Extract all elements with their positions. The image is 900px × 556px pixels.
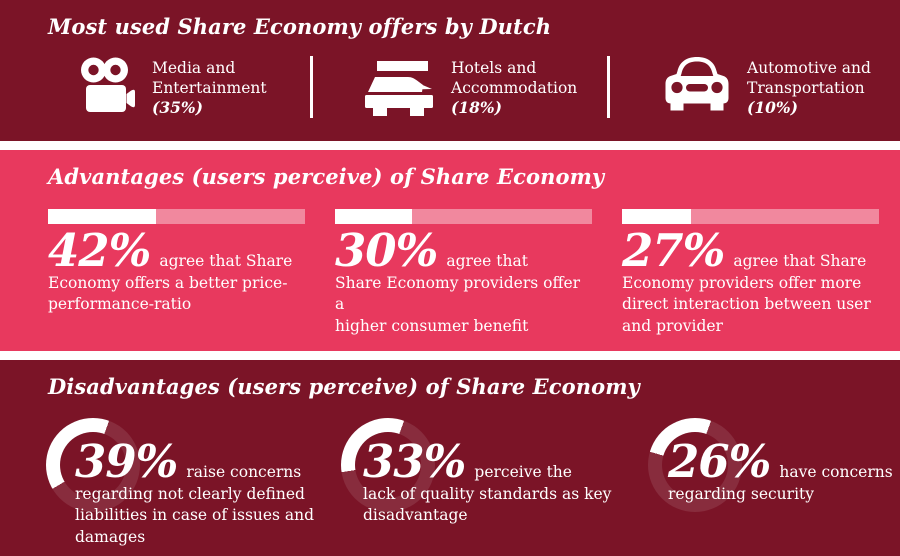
offer-percentage: (18%) bbox=[451, 98, 502, 117]
video-camera-icon bbox=[80, 57, 135, 113]
section-most-used-offers: Most used Share Economy offers by Dutch … bbox=[0, 0, 900, 141]
section-advantages: Advantages (users perceive) of Share Eco… bbox=[0, 150, 900, 351]
progress-bar bbox=[335, 209, 592, 224]
disadvantages-title: Disadvantages (users perceive) of Share … bbox=[48, 374, 640, 399]
offer-media-entertainment: Media and Entertainment (35%) bbox=[80, 57, 267, 118]
donut-chart bbox=[46, 418, 140, 512]
advantage-item: 30% agree that Share Economy providers of… bbox=[335, 209, 592, 337]
progress-bar bbox=[48, 209, 305, 224]
advantage-text: agree that Share Economy providers offer… bbox=[335, 252, 581, 335]
advantage-text: agree that Share Economy offers a better… bbox=[48, 252, 293, 313]
offer-automotive-transportation: Automotive and Transportation (10%) bbox=[664, 57, 871, 118]
advantage-item: 42% agree that Share Economy offers a bet… bbox=[48, 209, 305, 316]
disadvantage-percentage: 33% bbox=[363, 435, 466, 488]
progress-bar-fill bbox=[48, 209, 156, 224]
vertical-divider bbox=[607, 56, 610, 118]
disadvantage-item: 39% raise concerns regarding not clearly … bbox=[46, 418, 314, 556]
donut-hole bbox=[355, 432, 421, 498]
advantage-item: 27% agree that Share Economy providers of… bbox=[622, 209, 879, 337]
progress-bar-fill bbox=[335, 209, 413, 224]
disadvantage-text: perceive the lack of quality standards a… bbox=[363, 463, 612, 524]
most-used-title: Most used Share Economy offers by Dutch bbox=[48, 14, 552, 39]
donut-hole bbox=[662, 432, 728, 498]
advantage-percentage: 42% bbox=[48, 224, 151, 277]
disadvantage-item: 33% perceive the lack of quality standard… bbox=[335, 418, 611, 556]
disadvantage-text: have concerns regarding security bbox=[668, 463, 893, 503]
disadvantage-percentage: 26% bbox=[668, 435, 771, 488]
progress-bar-fill bbox=[622, 209, 692, 224]
advantages-title: Advantages (users perceive) of Share Eco… bbox=[48, 164, 605, 189]
disadvantage-text: raise concerns regarding not clearly def… bbox=[75, 463, 315, 546]
disadvantage-percentage: 39% bbox=[75, 435, 178, 488]
vertical-divider bbox=[310, 56, 313, 118]
offer-percentage: (10%) bbox=[747, 98, 798, 117]
donut-chart bbox=[341, 418, 435, 512]
advantage-text: agree that Share Economy providers offer… bbox=[622, 252, 871, 335]
offer-hotels-accommodation: Hotels and Accommodation (18%) bbox=[364, 57, 577, 118]
donut-chart bbox=[648, 418, 742, 512]
offer-percentage: (35%) bbox=[152, 98, 203, 117]
disadvantage-item: 26% have concerns regarding security bbox=[622, 418, 893, 556]
advantage-percentage: 30% bbox=[335, 224, 438, 277]
offer-label: Media and Entertainment bbox=[152, 59, 267, 97]
section-disadvantages: Disadvantages (users perceive) of Share … bbox=[0, 360, 900, 556]
progress-bar bbox=[622, 209, 879, 224]
advantage-percentage: 27% bbox=[622, 224, 725, 277]
bed-icon bbox=[364, 57, 434, 116]
car-icon bbox=[664, 57, 730, 112]
offer-label: Automotive and Transportation bbox=[747, 59, 871, 97]
donut-hole bbox=[60, 432, 126, 498]
offer-label: Hotels and Accommodation bbox=[451, 59, 578, 97]
